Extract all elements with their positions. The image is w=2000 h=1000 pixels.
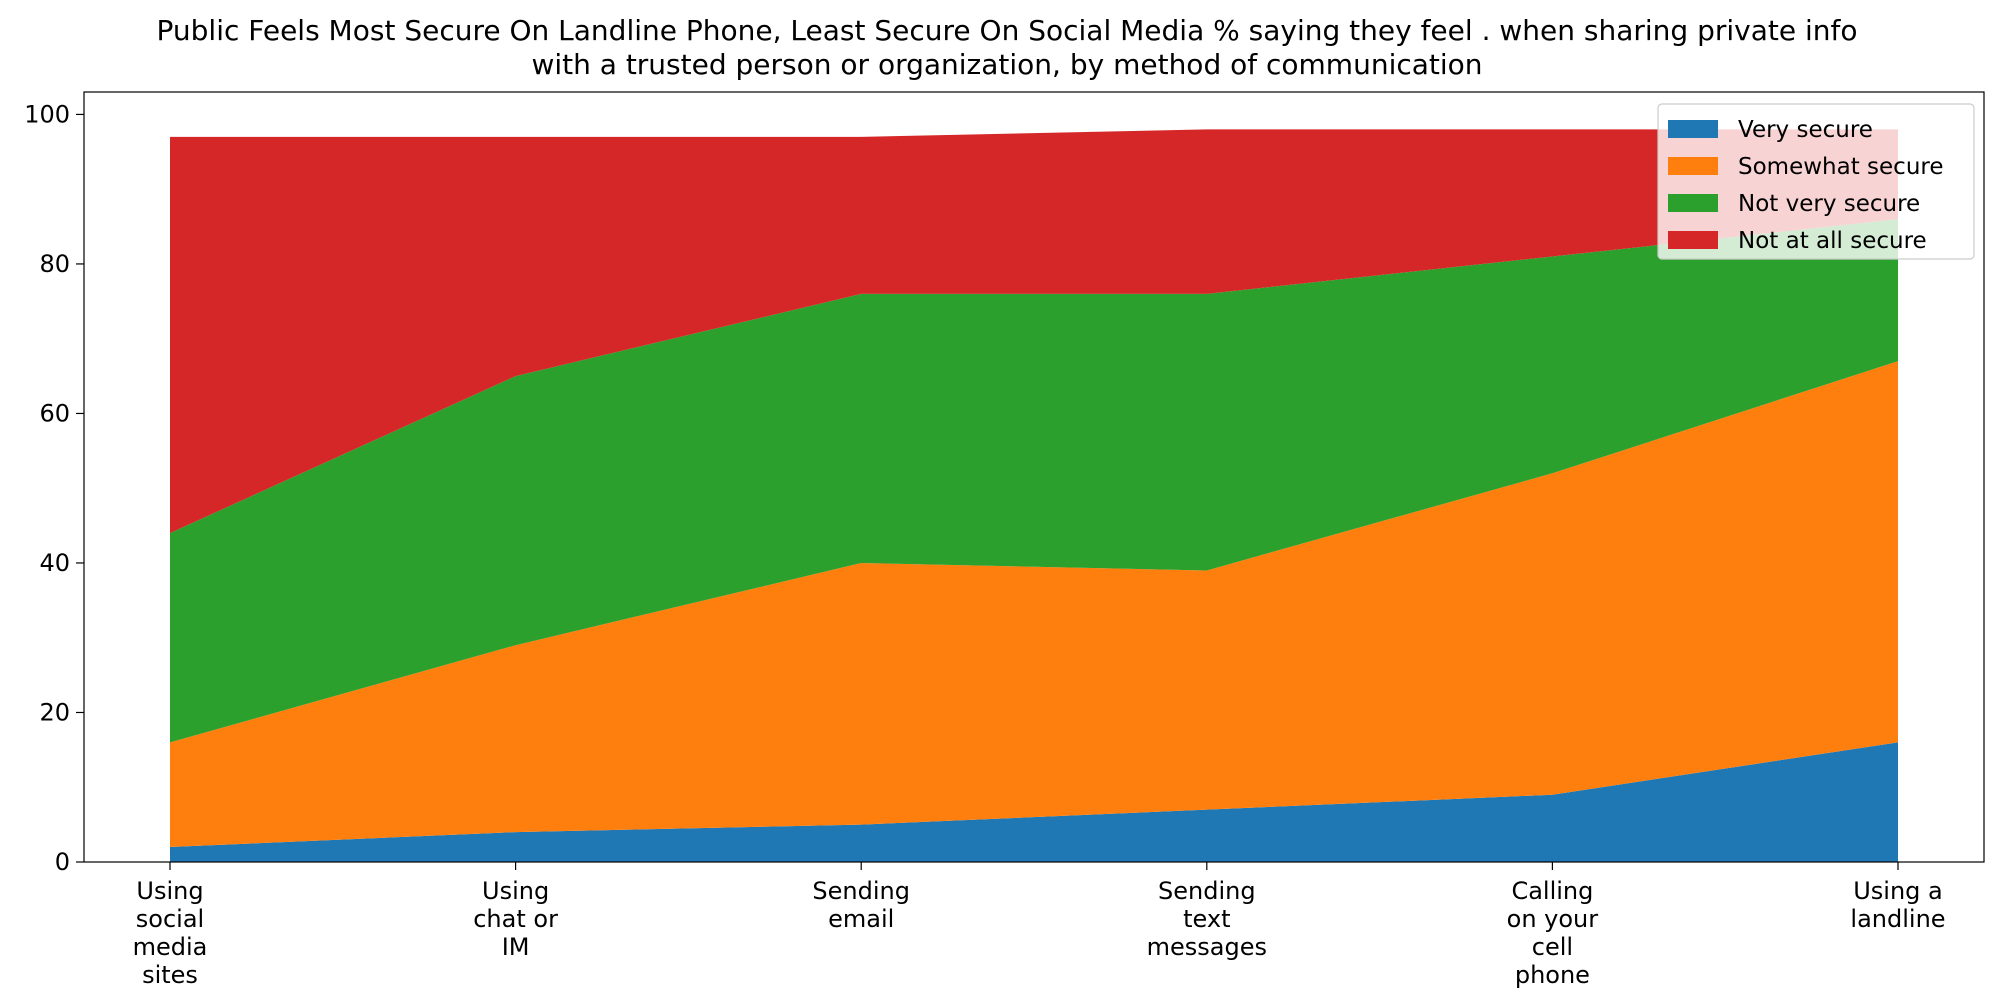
y-tick-label: 60	[39, 399, 70, 427]
legend-label: Somewhat secure	[1738, 154, 1944, 180]
x-tick-label: Calling on your cell phone	[1507, 877, 1599, 989]
x-tick-label: Using social media sites	[133, 877, 208, 989]
legend-swatch	[1668, 194, 1718, 212]
x-tick-label: Using chat or IM	[473, 877, 558, 961]
legend-box	[1657, 103, 1975, 260]
plot-frame	[83, 91, 1985, 863]
y-tick-label: 100	[24, 100, 70, 128]
area-series-very-secure	[170, 742, 1898, 862]
x-tick-label: Sending email	[812, 877, 910, 933]
legend-swatch	[1668, 231, 1718, 249]
legend-label: Very secure	[1738, 117, 1873, 143]
y-axis: 0 20 40 60 80 100	[24, 100, 84, 876]
legend: Very secure Somewhat secure Not very secur…	[1657, 103, 1975, 260]
y-tick-label: 40	[39, 549, 70, 577]
area-series-not-at-all-secure	[170, 129, 1898, 534]
legend-swatch	[1668, 157, 1718, 175]
chart-title: Public Feels Most Secure On Landline Pho…	[157, 14, 1858, 81]
area-series-not-very-secure	[170, 219, 1898, 743]
x-tick-label: Sending text messages	[1147, 877, 1267, 961]
y-tick-label: 80	[39, 250, 70, 278]
x-tick-label: Using a landline	[1850, 877, 1945, 933]
legend-swatch	[1668, 120, 1718, 138]
chart-title-line-2: with a trusted person or organization, b…	[531, 48, 1482, 81]
legend-label: Not at all secure	[1738, 228, 1927, 254]
y-tick-label: 0	[55, 848, 70, 876]
legend-label: Not very secure	[1738, 191, 1920, 217]
area-series-group	[170, 129, 1898, 862]
area-series-somewhat-secure	[170, 361, 1898, 848]
chart-title-line-1: Public Feels Most Secure On Landline Pho…	[157, 14, 1858, 47]
y-tick-label: 20	[39, 698, 70, 726]
x-axis: Using social media sites Using chat or IM Sendi…	[133, 862, 1946, 989]
